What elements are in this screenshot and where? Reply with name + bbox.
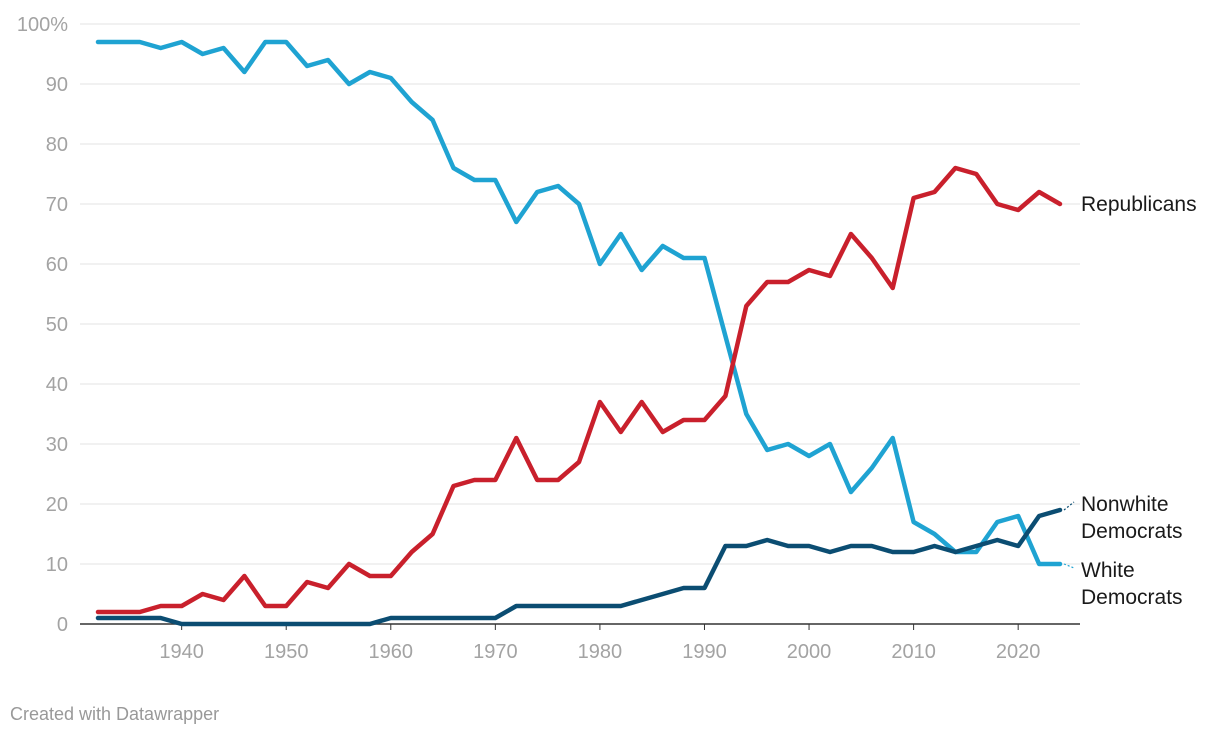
label-connector-nonwhite-democrats — [1063, 501, 1075, 511]
y-tick-label-20: 20 — [46, 494, 68, 516]
series-label-nonwhite-democrats: Nonwhite Democrats — [1081, 493, 1183, 543]
x-tick-label-1980: 1980 — [578, 641, 623, 663]
label-connector-white-democrats — [1063, 563, 1075, 569]
y-tick-label-40: 40 — [46, 374, 68, 396]
series-line-nonwhite-democrats — [95, 507, 1063, 627]
series-labels: White Democrats Republicans Nonwhite Democra… — [1063, 193, 1197, 609]
y-tick-label-30: 30 — [46, 434, 68, 456]
series-line-republicans — [95, 165, 1063, 615]
x-axis-tick-labels: 1940 1950 1960 1970 1980 1990 2000 2010 2020 — [159, 624, 1040, 663]
grid-lines — [80, 23, 1080, 625]
series-line-white-democrats — [95, 39, 1063, 567]
x-tick-label-2010: 2010 — [891, 641, 936, 663]
x-tick-label-1950: 1950 — [264, 641, 309, 663]
x-tick-label-1960: 1960 — [369, 641, 414, 663]
y-tick-label-60: 60 — [46, 254, 68, 276]
x-tick-label-1970: 1970 — [473, 641, 518, 663]
x-tick-label-1990: 1990 — [682, 641, 727, 663]
series-lines — [95, 39, 1063, 627]
x-tick-label-1940: 1940 — [159, 641, 204, 663]
y-tick-label-50: 50 — [46, 314, 68, 336]
y-tick-label-0: 0 — [57, 614, 68, 636]
x-tick-label-2020: 2020 — [996, 641, 1041, 663]
series-label-white-democrats: White Democrats — [1081, 559, 1183, 609]
x-tick-label-2000: 2000 — [787, 641, 832, 663]
y-tick-label-80: 80 — [46, 134, 68, 156]
y-tick-label-10: 10 — [46, 554, 68, 576]
y-tick-label-100: 100% — [17, 14, 68, 36]
y-axis-tick-labels: 0 10 20 30 40 50 60 70 80 90 100% — [17, 14, 68, 636]
credit-text: Created with Datawrapper — [10, 704, 220, 724]
y-tick-label-90: 90 — [46, 74, 68, 96]
series-label-republicans: Republicans — [1081, 193, 1197, 216]
y-tick-label-70: 70 — [46, 194, 68, 216]
